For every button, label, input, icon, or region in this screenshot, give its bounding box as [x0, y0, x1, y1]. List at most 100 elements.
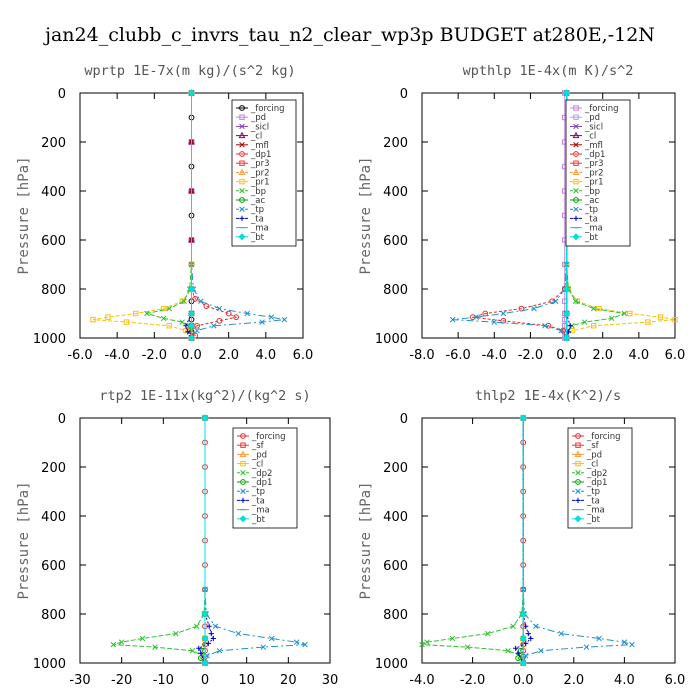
legend-label: _ma — [251, 506, 270, 516]
legend-marker — [573, 142, 579, 148]
series-line — [113, 418, 206, 664]
data-point-marker — [528, 635, 534, 642]
legend-label: _mfl — [250, 141, 269, 151]
x-tick-label: 4.0 — [629, 348, 650, 363]
legend-label: _forcing — [584, 104, 619, 114]
legend-marker — [239, 151, 245, 157]
y-tick-label: 200 — [383, 136, 408, 151]
data-point-marker — [225, 310, 232, 317]
legend-label: _cl — [586, 460, 598, 470]
legend-label: _pd — [251, 450, 267, 460]
data-point-marker — [144, 310, 150, 317]
legend-label: _forcing — [586, 432, 621, 442]
legend-marker — [573, 215, 579, 221]
y-tick-label: 200 — [41, 136, 66, 151]
data-point-marker — [500, 310, 507, 317]
y-tick-label: 1000 — [33, 332, 66, 347]
data-point-marker — [189, 647, 196, 654]
data-point-marker — [187, 89, 196, 97]
legend-marker — [239, 450, 247, 457]
data-point-marker — [187, 285, 196, 293]
legend-marker — [575, 479, 581, 485]
legend-label: _forcing — [250, 104, 285, 114]
y-tick-label: 800 — [41, 283, 66, 298]
legend-marker — [239, 215, 245, 221]
legend-label: _dp1 — [250, 150, 271, 160]
y-axis-label: Pressure [hPa] — [16, 156, 32, 274]
legend-label: _tp — [251, 487, 265, 497]
data-point-marker — [194, 327, 200, 334]
data-point-marker — [522, 652, 529, 659]
data-point-marker — [567, 323, 573, 329]
series-line — [517, 418, 524, 664]
legend-label: _tp — [250, 205, 264, 215]
x-tick-label: -30 — [69, 673, 90, 688]
x-tick-label: 30 — [322, 673, 339, 688]
y-tick-label: 0 — [400, 412, 408, 427]
data-point-marker — [216, 317, 223, 324]
legend-label: _ta — [250, 214, 264, 224]
x-tick-label: 2.0 — [592, 348, 613, 363]
data-point-marker — [160, 315, 167, 322]
data-point-marker — [581, 319, 588, 325]
data-point-marker — [525, 631, 531, 637]
series-tp — [520, 415, 635, 666]
legend-marker — [573, 206, 579, 212]
legend-marker — [573, 188, 579, 194]
data-point-marker — [216, 647, 223, 654]
y-tick-label: 1000 — [375, 332, 408, 347]
legend-marker — [240, 488, 246, 494]
data-point-marker — [590, 323, 597, 329]
legend-marker — [572, 131, 580, 139]
data-point-marker — [210, 635, 216, 642]
data-point-marker — [302, 641, 308, 648]
legend-marker — [239, 515, 247, 523]
legend-label: _sicl — [584, 122, 603, 132]
data-point-marker — [464, 644, 471, 650]
y-tick-label: 400 — [41, 510, 66, 525]
data-point-marker — [110, 641, 117, 648]
data-point-marker — [563, 334, 571, 342]
x-tick-label: -8.0 — [409, 348, 434, 363]
data-point-marker — [482, 310, 489, 317]
data-point-marker — [518, 305, 525, 312]
x-tick-label: 6.0 — [665, 348, 686, 363]
legend-marker — [240, 479, 246, 485]
legend-marker — [572, 168, 580, 175]
x-tick-label: 0 — [201, 673, 209, 688]
data-point-marker — [596, 305, 602, 312]
data-point-marker — [183, 323, 189, 329]
data-point-marker — [558, 630, 564, 637]
series-dp1 — [186, 90, 240, 341]
legend-label: _bt — [250, 233, 265, 243]
legend-label: _dp2 — [251, 469, 272, 479]
data-point-marker — [473, 314, 479, 320]
legend-marker — [575, 442, 581, 448]
series-line — [200, 418, 206, 664]
data-point-marker — [268, 635, 275, 642]
series-pr1 — [90, 90, 195, 341]
data-point-marker — [90, 316, 96, 323]
data-point-marker — [211, 322, 217, 329]
x-tick-label: -4.0 — [482, 348, 507, 363]
legend-marker — [574, 450, 582, 457]
x-tick-label: 4.0 — [614, 673, 635, 688]
data-point-marker — [419, 641, 425, 648]
data-point-marker — [205, 640, 211, 646]
data-point-marker — [139, 635, 146, 642]
data-point-marker — [523, 640, 529, 646]
figure-title: jan24_clubb_c_invrs_tau_n2_clear_wp3p BU… — [43, 24, 655, 46]
data-point-marker — [203, 303, 210, 310]
legend-marker — [239, 160, 245, 166]
data-point-marker — [196, 645, 202, 651]
data-point-marker — [469, 314, 476, 321]
data-point-marker — [583, 644, 590, 650]
y-tick-label: 600 — [41, 559, 66, 574]
legend: _forcing_sf_pd_cl_dp2_dp1_tp_ta_ma_bt — [232, 427, 298, 529]
legend-marker — [573, 123, 579, 130]
legend-marker — [238, 168, 246, 175]
x-tick-label: 6.0 — [293, 348, 314, 363]
y-tick-label: 1000 — [33, 657, 66, 672]
x-tick-label: 2.0 — [218, 348, 239, 363]
